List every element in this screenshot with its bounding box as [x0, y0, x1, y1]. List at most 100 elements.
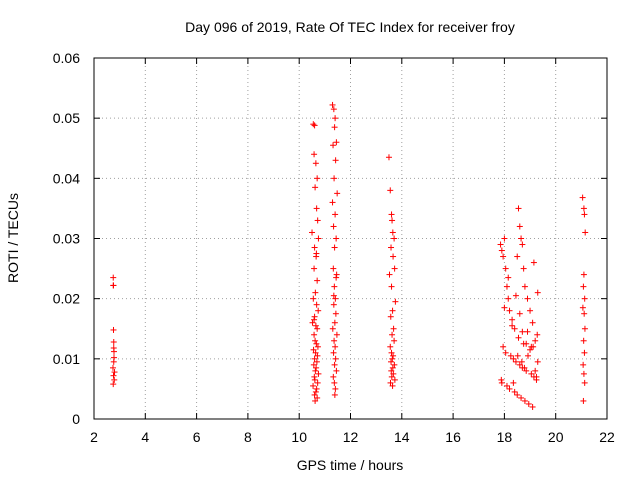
data-point [390, 253, 397, 260]
data-point [389, 355, 396, 362]
data-point [497, 241, 504, 248]
data-point [580, 271, 587, 278]
data-point [388, 283, 395, 290]
data-point [110, 358, 117, 365]
data-point [514, 391, 521, 398]
data-point [505, 295, 512, 302]
data-point [331, 379, 338, 386]
axis-ticks: 2 4 6 8 10 12 14 16 18 20 22 0 0.01 0.02 0.03 0.04 0.05 0… [53, 50, 615, 445]
data-point [333, 271, 340, 278]
data-point [330, 292, 337, 299]
data-point [521, 397, 528, 404]
data-point [312, 289, 319, 296]
data-point [313, 385, 320, 392]
data-point [312, 388, 319, 395]
data-point [313, 301, 320, 308]
data-point [581, 310, 588, 317]
data-point [529, 319, 536, 326]
data-point [581, 325, 588, 332]
data-point [518, 394, 525, 401]
data-point [528, 370, 535, 377]
data-point [581, 211, 588, 218]
data-point [110, 381, 117, 388]
data-point [534, 289, 541, 296]
data-point [331, 124, 338, 131]
data-point [391, 265, 398, 272]
data-point [523, 367, 530, 374]
data-point [530, 343, 537, 350]
data-point [516, 310, 523, 317]
data-point [515, 205, 522, 212]
data-point [505, 274, 512, 281]
data-point [312, 397, 319, 404]
data-point [309, 229, 316, 236]
x-tick-label: 18 [497, 429, 513, 445]
data-point [111, 348, 118, 355]
data-point [314, 175, 321, 182]
data-point [331, 391, 338, 398]
data-point [391, 337, 398, 344]
data-point [524, 295, 531, 302]
data-point [498, 376, 505, 383]
data-point [530, 259, 537, 266]
data-point [511, 325, 518, 332]
data-point [310, 121, 317, 128]
grid-lines [94, 58, 607, 419]
data-point [110, 274, 117, 281]
data-point [506, 385, 513, 392]
data-point [516, 223, 523, 230]
data-point [309, 319, 316, 326]
data-point [332, 343, 339, 350]
data-point [502, 265, 509, 272]
data-point [332, 385, 339, 392]
data-point [310, 295, 317, 302]
data-point [314, 325, 321, 332]
data-point [388, 244, 395, 251]
data-point [518, 235, 525, 242]
data-point [110, 372, 117, 379]
data-point [330, 349, 337, 356]
data-point [506, 307, 513, 314]
data-point [503, 382, 510, 389]
data-point [388, 349, 395, 356]
data-point [109, 364, 116, 371]
data-point [315, 235, 322, 242]
data-point [579, 304, 586, 311]
data-point [390, 325, 397, 332]
data-point [330, 301, 337, 308]
data-point [329, 199, 336, 206]
data-point [387, 313, 394, 320]
data-point [311, 244, 318, 251]
data-point [332, 295, 339, 302]
data-point [391, 376, 398, 383]
data-point [312, 349, 319, 356]
chart-title: Day 096 of 2019, Rate Of TEC Index for r… [185, 19, 515, 35]
data-point [580, 370, 587, 377]
data-point [532, 337, 539, 344]
data-point [311, 151, 318, 158]
data-point [503, 283, 510, 290]
data-point [329, 101, 336, 108]
data-point [510, 355, 517, 362]
data-point [521, 364, 528, 371]
data-point [392, 298, 399, 305]
data-point [387, 379, 394, 386]
data-point [313, 205, 320, 212]
data-point [314, 379, 321, 386]
x-tick-label: 14 [394, 429, 410, 445]
data-point [331, 283, 338, 290]
data-point [311, 373, 318, 380]
data-point [514, 352, 521, 359]
y-tick-label: 0.02 [53, 291, 80, 307]
data-point [498, 379, 505, 386]
data-points [109, 101, 589, 410]
data-point [332, 115, 339, 122]
data-point [514, 253, 521, 260]
data-point [385, 154, 392, 161]
data-point [527, 307, 534, 314]
data-point [313, 358, 320, 365]
data-point [331, 175, 338, 182]
data-point [310, 382, 317, 389]
data-point [332, 310, 339, 317]
data-point [333, 331, 340, 338]
